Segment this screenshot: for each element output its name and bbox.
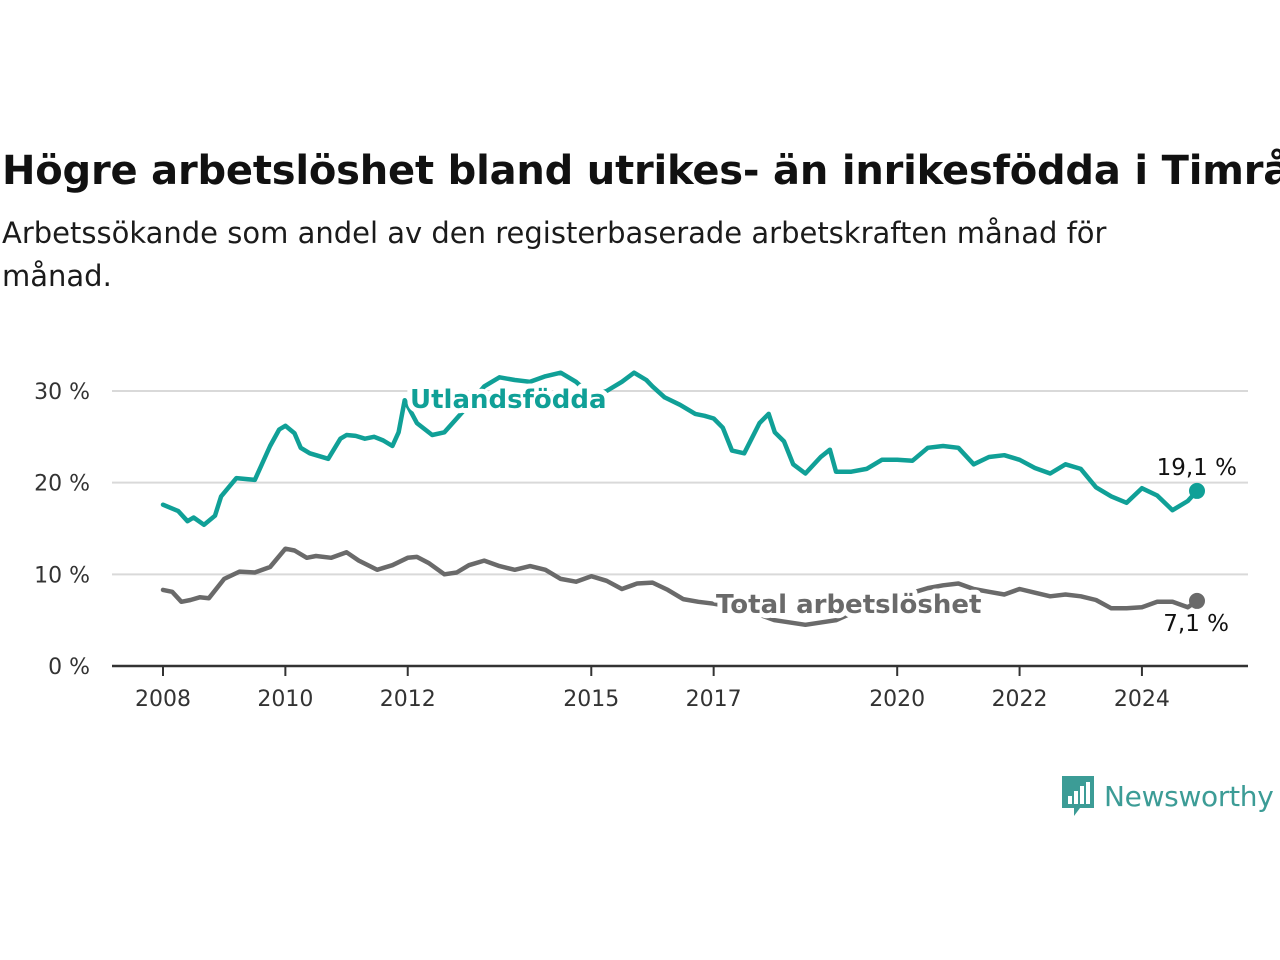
x-tick-label: 2024 — [1114, 687, 1170, 712]
x-axis: 2008 2010 2012 2015 2017 2020 2022 2024 — [112, 664, 1248, 712]
series-labels: 19,1 %7,1 %UtlandsföddaUtlandsföddaTotal… — [405, 380, 1237, 637]
x-tick-label: 2020 — [869, 687, 925, 712]
newsworthy-logo-icon — [1062, 776, 1094, 816]
series-end-label: 7,1 % — [1163, 611, 1229, 637]
x-tick-label: 2022 — [992, 687, 1048, 712]
newsworthy-logo: Newsworthy — [1060, 774, 1274, 818]
x-tick-label: 2010 — [257, 687, 313, 712]
gridlines — [112, 390, 1248, 576]
x-tick-label: 2008 — [135, 687, 191, 712]
series-line-1 — [160, 546, 1200, 628]
chart-subtitle: Arbetssökande som andel av den registerb… — [2, 216, 1107, 293]
x-tick-label: 2017 — [686, 687, 742, 712]
series-end-point — [1189, 482, 1205, 499]
x-tick-label: 2015 — [563, 687, 619, 712]
series-line-0 — [160, 370, 1200, 528]
y-axis: 0 % 10 % 20 % 30 % — [34, 380, 90, 680]
chart-title: Högre arbetslöshet bland utrikes- än inr… — [2, 148, 1280, 194]
newsworthy-logo-text: Newsworthy — [1104, 779, 1274, 813]
y-tick-label: 10 % — [34, 563, 90, 588]
series-name-halo: Utlandsfödda — [410, 385, 607, 415]
series-name-label: Utlandsfödda — [410, 385, 607, 415]
y-tick-label: 30 % — [34, 380, 90, 405]
series-end-label: 19,1 % — [1157, 455, 1237, 481]
series-group — [160, 370, 1205, 628]
series-name-label: Total arbetslöshet — [716, 590, 981, 620]
series-name-halo: Total arbetslöshet — [716, 590, 981, 620]
x-tick-label: 2012 — [380, 687, 436, 712]
y-tick-label: 20 % — [34, 472, 90, 497]
series-end-point — [1189, 592, 1205, 609]
y-tick-label: 0 % — [48, 655, 90, 680]
